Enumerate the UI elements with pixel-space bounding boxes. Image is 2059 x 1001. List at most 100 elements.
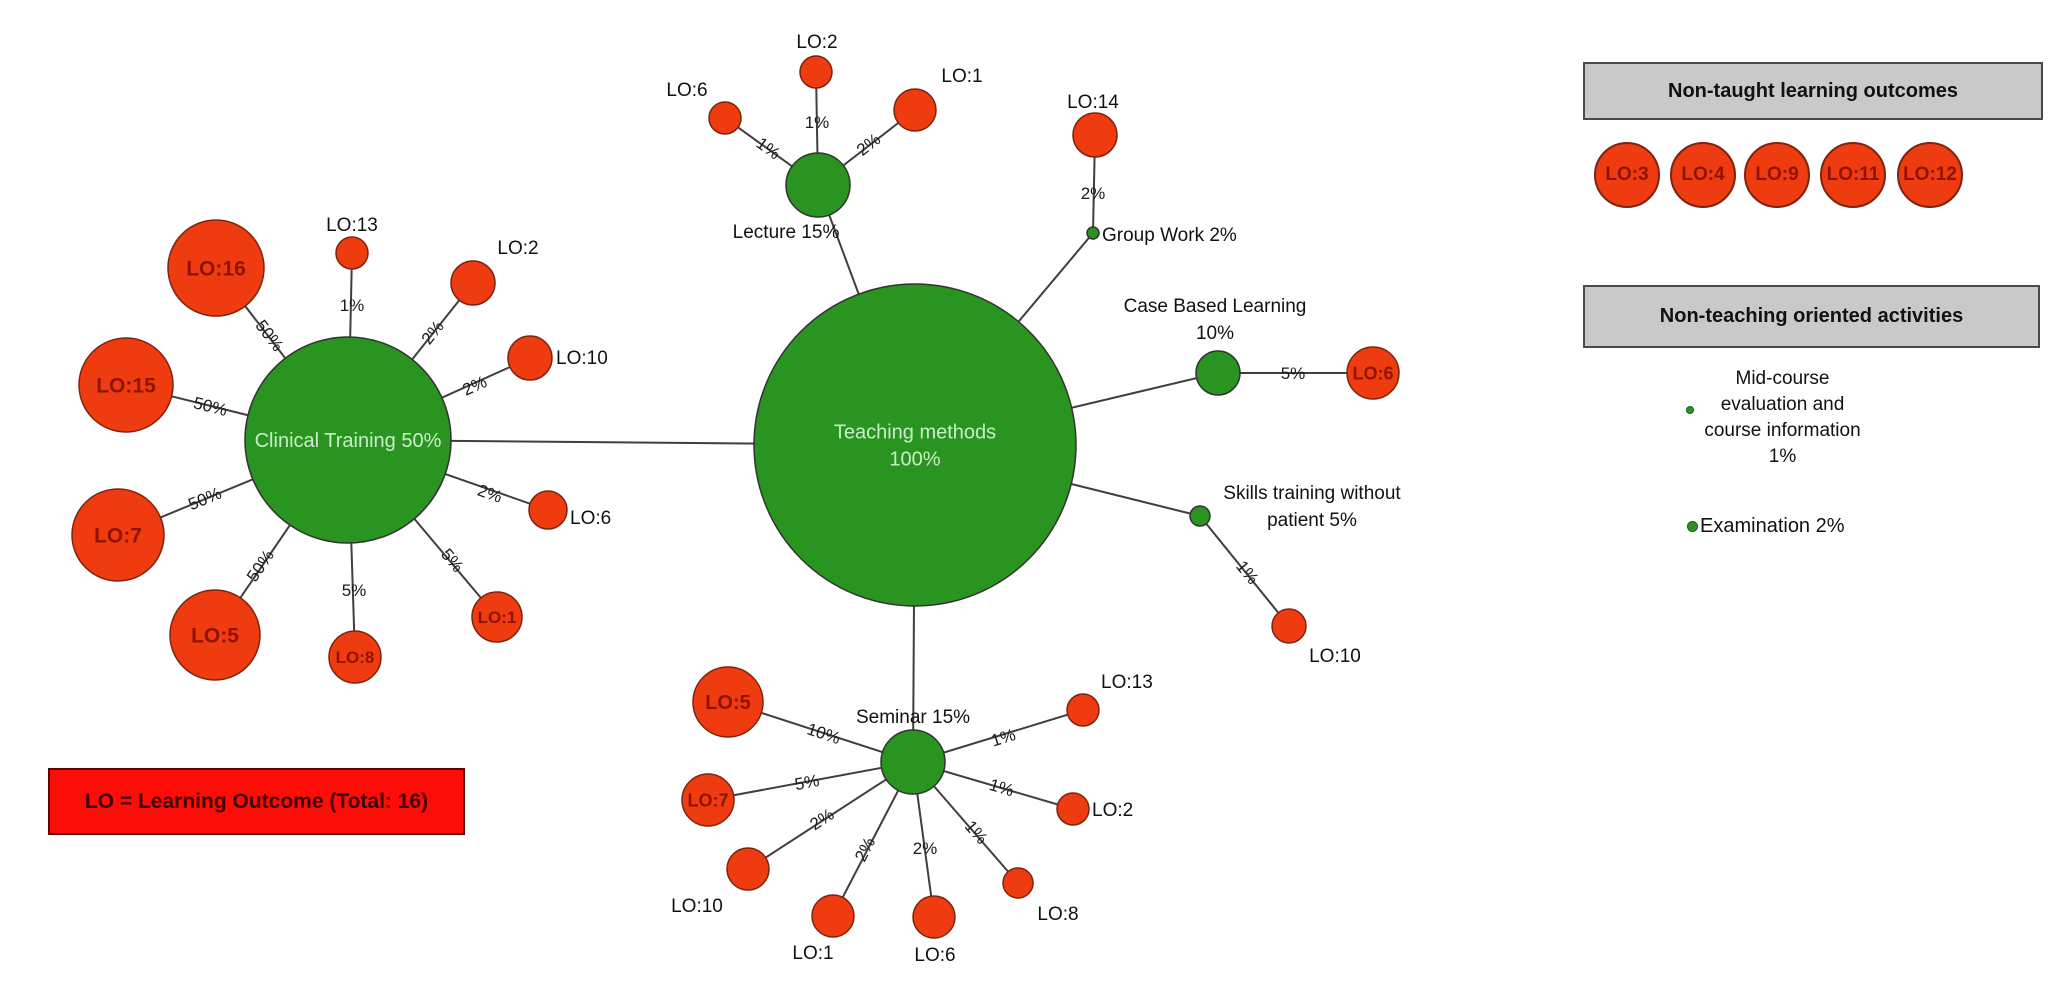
node-label-c_lo10: LO:10 [556, 348, 608, 369]
node-c_lo10 [507, 335, 553, 381]
edge-label: 1% [340, 296, 365, 315]
node-label-c_lo7: LO:7 [94, 524, 142, 547]
node-label-cbl: 10% [1196, 323, 1234, 344]
edge-label: 5% [793, 771, 821, 794]
node-c_lo5 [169, 589, 261, 681]
edge-label: 2% [913, 839, 938, 858]
edge-label: 5% [437, 545, 467, 576]
node-label-c_lo2: LO:2 [497, 238, 538, 259]
edge-seminar-se_lo10 [747, 761, 914, 870]
edge-skills-s_lo10 [1199, 515, 1290, 627]
node-lecture [785, 152, 851, 218]
edge-label: 2% [475, 481, 504, 507]
node-label-c_lo5: LO:5 [191, 624, 239, 647]
edge-label: 2% [851, 834, 879, 865]
edge-label: 50% [192, 393, 230, 420]
lo-chip-label: LO:4 [1681, 164, 1725, 185]
node-label-cb_lo6: LO:6 [1352, 363, 1393, 383]
non-taught-title: Non-taught learning outcomes [1668, 79, 1958, 102]
node-se_lo2 [1056, 792, 1090, 826]
edge-label: 2% [460, 372, 490, 399]
node-c_lo2 [450, 260, 496, 306]
node-clinical [244, 336, 452, 544]
node-c_lo13 [335, 236, 369, 270]
edge-label: 5% [1281, 364, 1306, 383]
non-taught-lo-chip: LO:12 [1897, 142, 1963, 208]
node-label-lecture: Lecture 15% [733, 222, 840, 243]
node-l_lo1 [893, 88, 937, 132]
node-l_lo6 [708, 101, 742, 135]
edge-label: 10% [805, 719, 843, 748]
lo-chip-label: LO:3 [1605, 164, 1649, 185]
node-label-l_lo1: LO:1 [941, 66, 982, 87]
examination-activity: Examination 2% [1700, 515, 1845, 537]
node-se_lo6 [912, 895, 956, 939]
edge-label: 1% [805, 113, 830, 132]
node-c_lo1 [471, 591, 523, 643]
non-teaching-panel-header: Non-teaching oriented activities [1583, 285, 2040, 348]
node-label-se_lo13: LO:13 [1101, 672, 1153, 693]
node-label-seminar: Seminar 15% [856, 707, 970, 728]
node-se_lo7 [681, 773, 735, 827]
node-label-se_lo1: LO:1 [792, 943, 833, 964]
node-c_lo7 [71, 488, 165, 582]
lo-chip-label: LO:11 [1826, 164, 1880, 185]
mid-course-line: course information [1704, 420, 1861, 441]
node-label-groupwork: Group Work 2% [1102, 225, 1237, 246]
edge-label: 5% [342, 581, 367, 600]
node-skills [1189, 505, 1211, 527]
node-seminar [880, 729, 946, 795]
node-c_lo8 [328, 630, 382, 684]
node-label-c_lo13: LO:13 [326, 215, 378, 236]
node-label-teaching: 100% [889, 449, 940, 471]
non-taught-lo-chip: LO:11 [1820, 142, 1886, 208]
node-c_lo6 [528, 490, 568, 530]
edge-label: 50% [243, 546, 278, 585]
node-se_lo13 [1066, 693, 1100, 727]
mid-course-line: 1% [1768, 446, 1797, 467]
edge-seminar-se_lo7 [707, 761, 914, 801]
non-taught-lo-chip: LO:3 [1594, 142, 1660, 208]
node-se_lo5 [692, 666, 764, 738]
node-label-l_lo2: LO:2 [796, 32, 837, 53]
node-label-skills: patient 5% [1267, 510, 1357, 531]
mid-course-line: evaluation and [1720, 394, 1845, 415]
node-label-se_lo5: LO:5 [705, 692, 751, 714]
node-label-se_lo2: LO:2 [1092, 800, 1133, 821]
edge-label: 1% [753, 134, 784, 164]
non-taught-panel-header: Non-taught learning outcomes [1583, 62, 2043, 120]
node-label-c_lo1: LO:1 [478, 608, 517, 627]
lo-chip-label: LO:9 [1755, 164, 1799, 185]
node-label-c_lo8: LO:8 [336, 648, 375, 667]
edge-label: 1% [989, 725, 1018, 750]
node-l_lo2 [799, 55, 833, 89]
node-label-s_lo10: LO:10 [1309, 646, 1361, 667]
node-g_lo14 [1072, 112, 1118, 158]
node-label-g_lo14: LO:14 [1067, 92, 1119, 113]
node-cbl [1195, 350, 1241, 396]
edge-label: 50% [186, 484, 225, 515]
node-label-cbl: Case Based Learning [1124, 296, 1307, 317]
node-label-se_lo7: LO:7 [687, 790, 728, 810]
node-label-c_lo16: LO:16 [186, 257, 246, 280]
lo-chip-label: LO:12 [1903, 164, 1957, 185]
node-c_lo15 [78, 337, 174, 433]
node-label-skills: Skills training without [1223, 483, 1401, 504]
node-se_lo8 [1002, 867, 1034, 899]
node-s_lo10 [1271, 608, 1307, 644]
node-cb_lo6 [1346, 346, 1400, 400]
mid-course-dot-icon [1686, 406, 1694, 414]
node-label-c_lo15: LO:15 [96, 374, 156, 397]
node-teaching [753, 283, 1077, 607]
node-label-c_lo6: LO:6 [570, 508, 611, 529]
node-groupwork [1086, 226, 1100, 240]
lo-legend-box: LO = Learning Outcome (Total: 16) [48, 768, 465, 835]
node-label-clinical: Clinical Training 50% [255, 430, 442, 452]
node-c_lo16 [167, 219, 265, 317]
node-se_lo1 [811, 894, 855, 938]
mid-course-line: Mid-course [1735, 368, 1830, 389]
node-label-se_lo6: LO:6 [914, 945, 955, 966]
lo-legend-label: LO = Learning Outcome (Total: 16) [84, 789, 429, 813]
node-se_lo10 [726, 847, 770, 891]
